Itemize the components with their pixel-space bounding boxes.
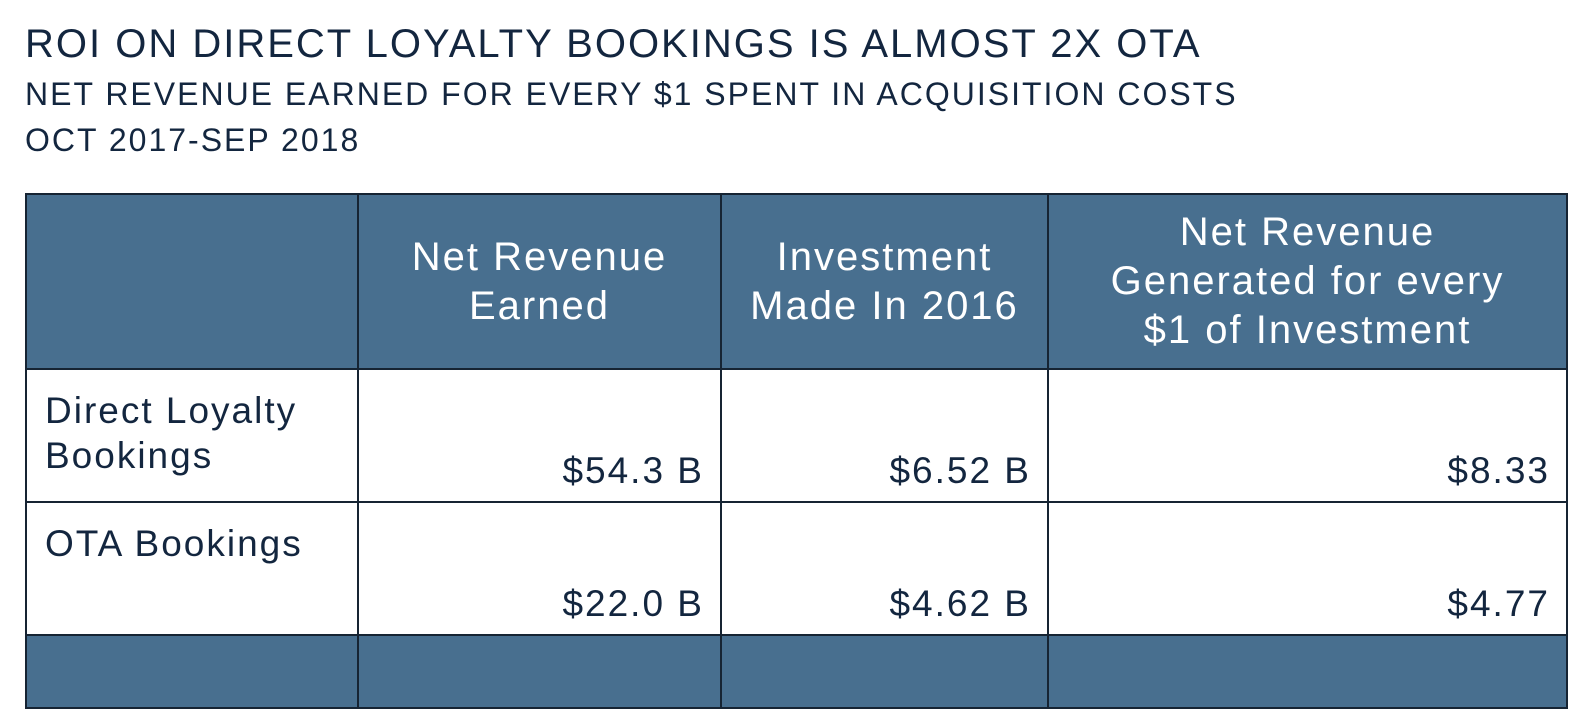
per-dollar-cell: $8.33 bbox=[1047, 368, 1568, 503]
investment-cell: $6.52 B bbox=[720, 368, 1049, 503]
footer-cell bbox=[357, 634, 722, 709]
net-revenue-cell: $54.3 B bbox=[357, 368, 722, 503]
footer-cell bbox=[1047, 634, 1568, 709]
table-row: OTA Bookings $22.0 B $4.62 B $4.77 bbox=[25, 501, 1568, 636]
chart-subtitle: NET REVENUE EARNED FOR EVERY $1 SPENT IN… bbox=[25, 76, 1238, 112]
roi-table: Net Revenue Earned Investment Made In 20… bbox=[25, 193, 1568, 709]
table-footer-row bbox=[25, 634, 1568, 709]
column-header-net-revenue: Net Revenue Earned bbox=[357, 193, 722, 370]
row-label: OTA Bookings bbox=[25, 501, 359, 636]
table-row: Direct Loyalty Bookings $54.3 B $6.52 B … bbox=[25, 368, 1568, 503]
chart-period: OCT 2017-SEP 2018 bbox=[25, 122, 361, 158]
row-label: Direct Loyalty Bookings bbox=[25, 368, 359, 503]
column-header-per-dollar: Net Revenue Generated for every $1 of In… bbox=[1047, 193, 1568, 370]
net-revenue-cell: $22.0 B bbox=[357, 501, 722, 636]
footer-cell bbox=[720, 634, 1049, 709]
footer-cell bbox=[25, 634, 359, 709]
column-header-empty bbox=[25, 193, 359, 370]
column-header-investment: Investment Made In 2016 bbox=[720, 193, 1049, 370]
per-dollar-cell: $4.77 bbox=[1047, 501, 1568, 636]
chart-title: ROI ON DIRECT LOYALTY BOOKINGS IS ALMOST… bbox=[25, 22, 1202, 66]
table-header-row: Net Revenue Earned Investment Made In 20… bbox=[25, 193, 1568, 370]
investment-cell: $4.62 B bbox=[720, 501, 1049, 636]
